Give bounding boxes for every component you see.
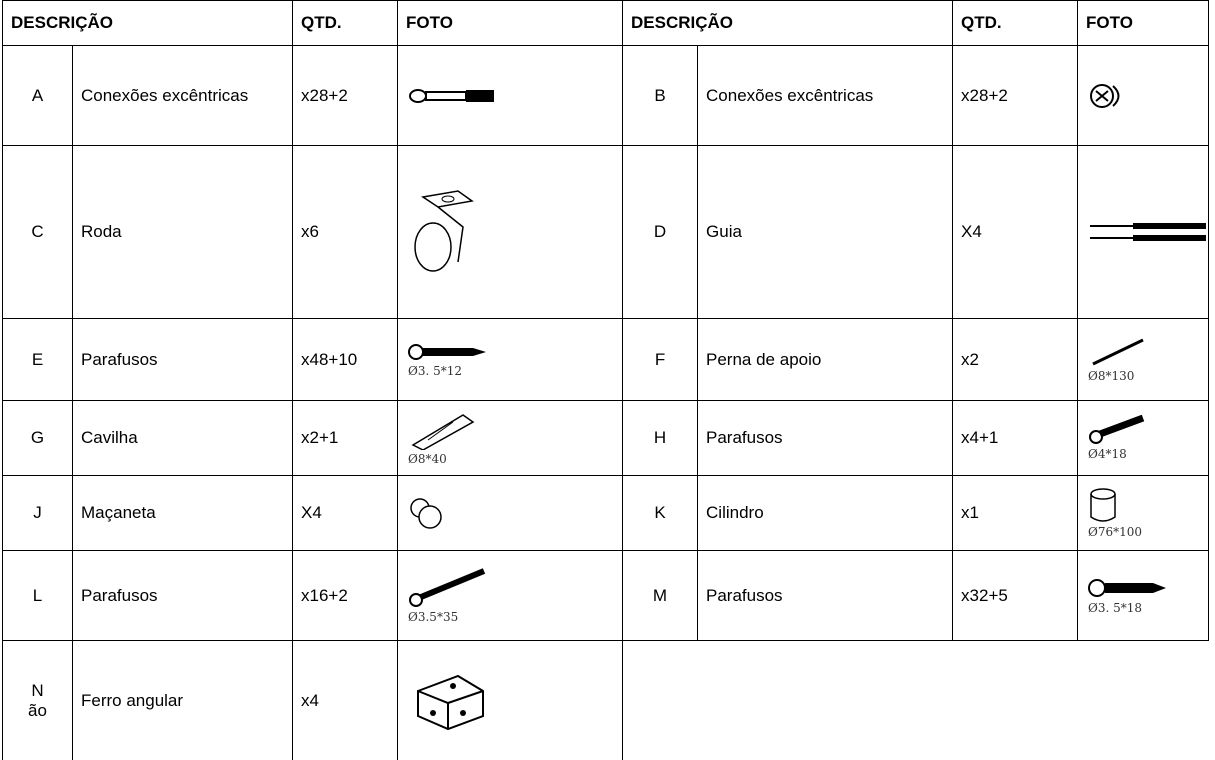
part-icon [1088, 83, 1200, 109]
part-photo [1077, 45, 1210, 146]
part-photo: Ø8*40 [397, 400, 624, 476]
part-description: Cavilha [71, 400, 294, 476]
part-letter: C [2, 145, 73, 319]
part-icon [408, 410, 614, 450]
header-cell: FOTO [397, 0, 624, 46]
part-letter: M [622, 550, 699, 641]
header-cell: DESCRIÇÃO [622, 0, 954, 46]
part-icon [408, 495, 614, 531]
part-quantity: X4 [292, 475, 399, 551]
part-quantity: X4 [952, 145, 1079, 319]
part-row: E Parafusos x48+10 Ø3. 5*12 F Perna de apoio x… [2, 318, 1210, 401]
part-description: Perna de apoio [697, 318, 954, 401]
part-letter: L [2, 550, 73, 641]
part-description: Maçaneta [71, 475, 294, 551]
photo-caption: Ø3. 5*12 [408, 363, 463, 378]
header-cell: QTD. [292, 0, 399, 46]
part-quantity: x48+10 [292, 318, 399, 401]
part-photo: Ø76*100 [1077, 475, 1210, 551]
part-letter: A [2, 45, 73, 146]
part-description: Parafusos [71, 550, 294, 641]
photo-caption: Ø3. 5*18 [1088, 600, 1143, 615]
part-icon [408, 86, 614, 106]
part-icon [1088, 220, 1207, 244]
header-cell: QTD. [952, 0, 1079, 46]
part-quantity: x32+5 [952, 550, 1079, 641]
part-icon [1088, 337, 1200, 367]
part-icon [408, 187, 614, 277]
letter-line: N [31, 680, 44, 700]
part-description: Conexões excêntricas [71, 45, 294, 146]
part-quantity: x28+2 [952, 45, 1079, 146]
part-icon [1088, 577, 1200, 599]
part-icon [408, 567, 614, 608]
part-letter: F [622, 318, 699, 401]
header-cell: DESCRIÇÃO [1, 0, 294, 46]
part-quantity: x4+1 [952, 400, 1079, 476]
photo-caption: Ø8*40 [408, 452, 447, 466]
part-photo: Ø3. 5*12 [397, 318, 624, 401]
part-description: Cilindro [697, 475, 954, 551]
part-row: G Cavilha x2+1 Ø8*40 H Parafusos x4+1 Ø4*18 [2, 400, 1210, 476]
part-letter: J [2, 475, 73, 551]
part-quantity: x2+1 [292, 400, 399, 476]
letter-line: ão [28, 700, 47, 720]
header-row: DESCRIÇÃO QTD. FOTO DESCRIÇÃO QTD. FOTO [1, 0, 1210, 46]
part-quantity: x1 [952, 475, 1079, 551]
part-description: Guia [697, 145, 954, 319]
part-letter: D [622, 145, 699, 319]
part-photo: Ø4*18 [1077, 400, 1210, 476]
part-description: Roda [71, 145, 294, 319]
part-row: J Maçaneta X4 K Cilindro x1 Ø76*100 [2, 475, 1210, 551]
part-photo [397, 145, 624, 319]
part-quantity: x6 [292, 145, 399, 319]
part-letter: K [622, 475, 699, 551]
part-quantity: x28+2 [292, 45, 399, 146]
part-photo: Ø3.5*35 [397, 550, 624, 641]
part-photo: Ø8*130 [1077, 318, 1210, 401]
empty-cell [622, 640, 1209, 760]
header-cell: FOTO [1077, 0, 1210, 46]
part-photo: Ø3. 5*18 [1077, 550, 1210, 641]
part-letter: G [2, 400, 73, 476]
part-icon [408, 671, 614, 731]
part-description: Parafusos [697, 400, 954, 476]
part-photo [397, 475, 624, 551]
part-quantity: x4 [292, 640, 399, 760]
part-letter: H [622, 400, 699, 476]
part-description: Parafusos [697, 550, 954, 641]
photo-caption: Ø76*100 [1088, 525, 1143, 539]
part-letter: E [2, 318, 73, 401]
part-icon [1088, 415, 1200, 445]
part-photo [1077, 145, 1210, 319]
part-quantity: x16+2 [292, 550, 399, 641]
part-letter: B [622, 45, 699, 146]
photo-caption: Ø8*130 [1088, 368, 1135, 383]
part-row: C Roda x6 D Guia X4 [2, 145, 1210, 319]
part-description: Ferro angular [71, 640, 294, 760]
part-photo [397, 45, 624, 146]
part-icon [1088, 487, 1200, 523]
part-icon [408, 342, 614, 362]
part-description: Conexões excêntricas [697, 45, 954, 146]
part-row: L Parafusos x16+2 Ø3.5*35 M Parafusos x32+5 Ø3.… [2, 550, 1210, 641]
part-row: A Conexões excêntricas x28+2 B Conexões excê… [2, 45, 1210, 146]
part-quantity: x2 [952, 318, 1079, 401]
part-description: Parafusos [71, 318, 294, 401]
part-photo [397, 640, 624, 760]
photo-caption: Ø3.5*35 [408, 609, 459, 624]
photo-caption: Ø4*18 [1088, 447, 1127, 461]
